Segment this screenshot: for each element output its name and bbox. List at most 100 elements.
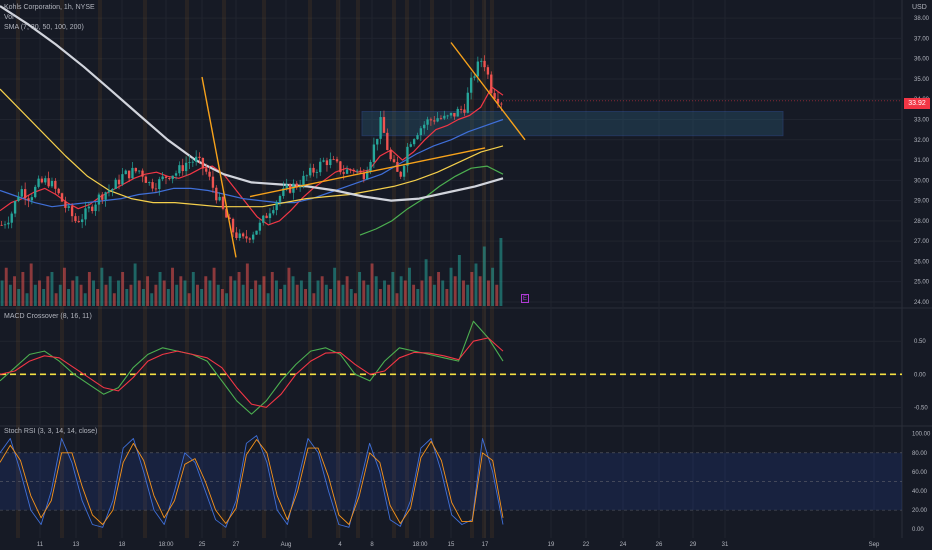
sma-line-sma100[interactable] (359, 165, 504, 236)
candle-body[interactable] (480, 60, 483, 62)
candle-body[interactable] (44, 178, 47, 183)
candle-body[interactable] (409, 144, 412, 147)
candle-body[interactable] (50, 180, 54, 187)
candle-body[interactable] (57, 188, 60, 194)
candle-body[interactable] (134, 167, 137, 172)
candle-body[interactable] (47, 178, 50, 187)
candle-body[interactable] (231, 218, 235, 233)
candle-body[interactable] (339, 161, 342, 173)
candle-body[interactable] (272, 210, 275, 214)
candle-body[interactable] (64, 201, 67, 208)
candle-body[interactable] (302, 175, 305, 187)
candle-body[interactable] (319, 161, 322, 173)
candle-body[interactable] (215, 187, 218, 201)
candle-body[interactable] (335, 159, 339, 162)
candle-body[interactable] (67, 206, 70, 208)
candle-body[interactable] (389, 149, 392, 160)
candle-body[interactable] (218, 196, 221, 201)
candle-body[interactable] (37, 178, 40, 187)
candle-body[interactable] (127, 170, 131, 179)
candle-body[interactable] (359, 170, 362, 173)
candle-body[interactable] (416, 135, 419, 140)
candle-body[interactable] (355, 170, 359, 172)
candle-body[interactable] (446, 115, 449, 117)
candle-body[interactable] (466, 92, 469, 113)
candle-body[interactable] (114, 179, 117, 189)
candle-body[interactable] (168, 177, 171, 180)
candle-body[interactable] (117, 179, 121, 185)
candle-body[interactable] (456, 108, 459, 117)
candle-body[interactable] (235, 232, 238, 238)
candle-body[interactable] (433, 120, 436, 122)
candle-body[interactable] (221, 196, 225, 209)
candle-body[interactable] (184, 162, 188, 172)
candle-body[interactable] (469, 77, 473, 93)
candle-body[interactable] (34, 186, 37, 198)
candle-body[interactable] (124, 170, 127, 175)
candle-body[interactable] (238, 233, 241, 238)
candle-body[interactable] (265, 215, 268, 219)
candle-body[interactable] (402, 165, 406, 177)
candle-body[interactable] (74, 216, 77, 222)
candle-body[interactable] (332, 159, 335, 160)
candle-body[interactable] (0, 224, 3, 226)
candle-body[interactable] (376, 138, 379, 145)
candle-body[interactable] (429, 119, 433, 121)
candle-body[interactable] (121, 174, 124, 185)
candle-body[interactable] (490, 74, 493, 94)
macd-legend[interactable]: MACD Crossover (8, 16, 11) (4, 313, 92, 320)
candle-body[interactable] (20, 189, 23, 197)
candle-body[interactable] (476, 61, 480, 77)
sma-legend[interactable]: SMA (7, 30, 50, 100, 200) (4, 24, 84, 31)
candle-body[interactable] (252, 234, 255, 240)
candle-body[interactable] (453, 112, 456, 117)
candle-body[interactable] (191, 161, 194, 163)
candle-body[interactable] (54, 180, 57, 189)
candle-body[interactable] (91, 206, 94, 212)
stoch-pane[interactable] (0, 435, 902, 528)
candle-body[interactable] (161, 176, 164, 180)
candle-body[interactable] (107, 190, 111, 193)
candle-body[interactable] (262, 215, 265, 223)
candle-body[interactable] (386, 132, 389, 150)
candle-body[interactable] (309, 167, 312, 176)
volume-legend[interactable]: Vol (4, 14, 14, 21)
candle-body[interactable] (17, 196, 20, 202)
candle-body[interactable] (275, 201, 278, 211)
candle-body[interactable] (258, 222, 262, 231)
candle-body[interactable] (282, 188, 285, 196)
candle-body[interactable] (3, 224, 7, 226)
candle-body[interactable] (60, 193, 64, 202)
earnings-marker[interactable]: E (521, 294, 529, 303)
candle-body[interactable] (77, 221, 80, 223)
candle-body[interactable] (94, 204, 97, 212)
candle-body[interactable] (188, 161, 191, 163)
candle-body[interactable] (305, 175, 309, 177)
candle-body[interactable] (141, 170, 144, 177)
candle-body[interactable] (40, 178, 44, 183)
candle-body[interactable] (164, 176, 168, 178)
candle-body[interactable] (399, 171, 402, 177)
trendline-wedge-lower[interactable] (249, 147, 486, 198)
candle-body[interactable] (30, 197, 34, 201)
candle-body[interactable] (493, 93, 496, 99)
candle-body[interactable] (87, 206, 91, 209)
candle-body[interactable] (392, 159, 396, 162)
candle-body[interactable] (181, 165, 184, 172)
candle-body[interactable] (154, 188, 158, 190)
candle-body[interactable] (84, 208, 87, 220)
candle-body[interactable] (228, 217, 231, 219)
sma-line-sma30[interactable] (0, 118, 504, 208)
symbol-legend[interactable]: Kohls Corporation, 1h, NYSE (4, 4, 95, 11)
candle-body[interactable] (406, 146, 409, 166)
supply-zone-box[interactable] (361, 111, 784, 137)
candle-body[interactable] (7, 222, 10, 225)
candle-body[interactable] (500, 103, 503, 105)
candle-body[interactable] (325, 160, 329, 166)
stoch-line-d[interactable] (0, 439, 504, 525)
candle-body[interactable] (171, 175, 174, 180)
candle-body[interactable] (315, 172, 319, 173)
candle-body[interactable] (80, 219, 84, 223)
candle-body[interactable] (473, 76, 476, 78)
